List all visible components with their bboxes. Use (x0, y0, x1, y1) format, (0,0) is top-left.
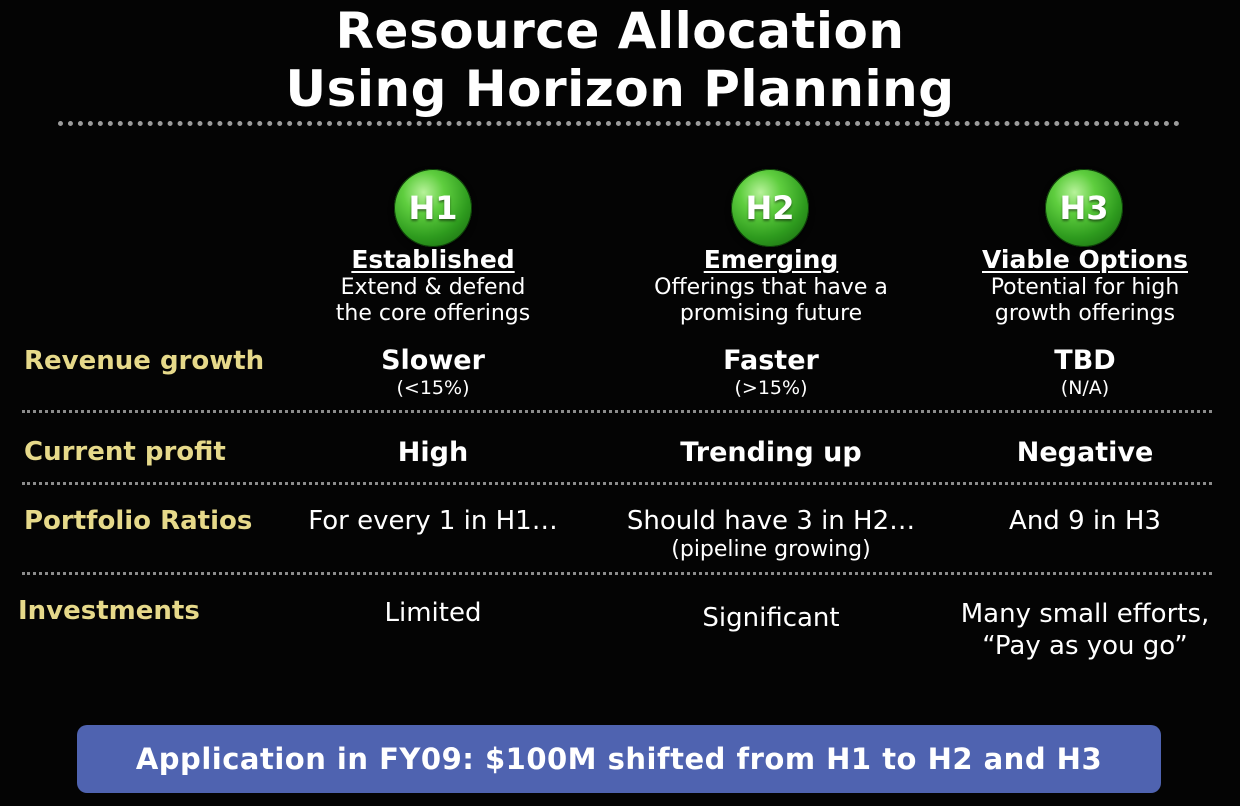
h3-investments-line-2: “Pay as you go” (982, 631, 1188, 661)
h3-portfolio-ratio: And 9 in H3 (920, 505, 1240, 537)
h1-portfolio-ratio-value: For every 1 in H1… (308, 506, 558, 536)
h2-revenue-growth-note: (>15%) (734, 377, 808, 399)
h2-current-profit: Trending up (680, 437, 862, 468)
application-banner: Application in FY09: $100M shifted from … (77, 725, 1161, 793)
h3-revenue-growth: TBD (N/A) (920, 345, 1240, 399)
h1-description-line-2: the core offerings (335, 301, 531, 326)
title-line-1: Resource Allocation (335, 2, 905, 60)
h3-description-line-1: Potential for high (990, 275, 1180, 300)
row-divider (22, 572, 1212, 575)
h3-description-line-2: growth offerings (994, 301, 1176, 326)
h3-portfolio-ratio-value: And 9 in H3 (1009, 506, 1161, 536)
h3-description: Potential for high growth offerings (920, 275, 1240, 327)
revenue-growth-label: Revenue growth (24, 346, 265, 376)
row-divider (22, 482, 1212, 485)
h2-portfolio-ratio-value: Should have 3 in H2… (626, 506, 916, 536)
h2-investments: Significant (702, 603, 840, 633)
investments-label: Investments (18, 596, 200, 626)
h2-portfolio-ratio: Should have 3 in H2… (pipeline growing) (606, 505, 936, 563)
h2-portfolio-ratio-note: (pipeline growing) (671, 537, 871, 562)
h3-name: Viable Options (982, 245, 1188, 274)
title-line-2: Using Horizon Planning (285, 60, 955, 118)
h1-badge: H1 (394, 169, 472, 247)
h2-badge: H2 (731, 169, 809, 247)
h1-revenue-growth-note: (<15%) (396, 377, 470, 399)
h3-investments-line-1: Many small efforts, (960, 599, 1210, 629)
h1-name: Established (351, 245, 515, 274)
h3-badge: H3 (1045, 169, 1123, 247)
h1-investments: Limited (384, 598, 482, 628)
h3-revenue-growth-note: (N/A) (1060, 377, 1110, 399)
h1-description-line-1: Extend & defend (340, 275, 526, 300)
h1-portfolio-ratio: For every 1 in H1… (268, 505, 598, 537)
current-profit-label: Current profit (24, 437, 226, 467)
h3-investments: Many small efforts, “Pay as you go” (920, 598, 1240, 662)
h2-name: Emerging (703, 245, 839, 274)
h2-description: Offerings that have a promising future (606, 275, 936, 327)
h2-revenue-growth-value: Faster (723, 345, 819, 376)
h2-description-line-1: Offerings that have a (654, 275, 888, 300)
row-divider (22, 410, 1212, 413)
portfolio-ratios-label: Portfolio Ratios (24, 506, 253, 536)
h1-revenue-growth-value: Slower (381, 345, 485, 376)
h3-current-profit: Negative (1016, 437, 1154, 468)
title-divider (58, 121, 1180, 126)
h1-description: Extend & defend the core offerings (268, 275, 598, 327)
h2-revenue-growth: Faster (>15%) (606, 345, 936, 399)
h1-revenue-growth: Slower (<15%) (268, 345, 598, 399)
h1-current-profit: High (397, 437, 469, 468)
h2-description-line-2: promising future (679, 301, 863, 326)
slide-title: Resource Allocation Using Horizon Planni… (0, 2, 1240, 118)
h3-revenue-growth-value: TBD (1054, 345, 1116, 376)
